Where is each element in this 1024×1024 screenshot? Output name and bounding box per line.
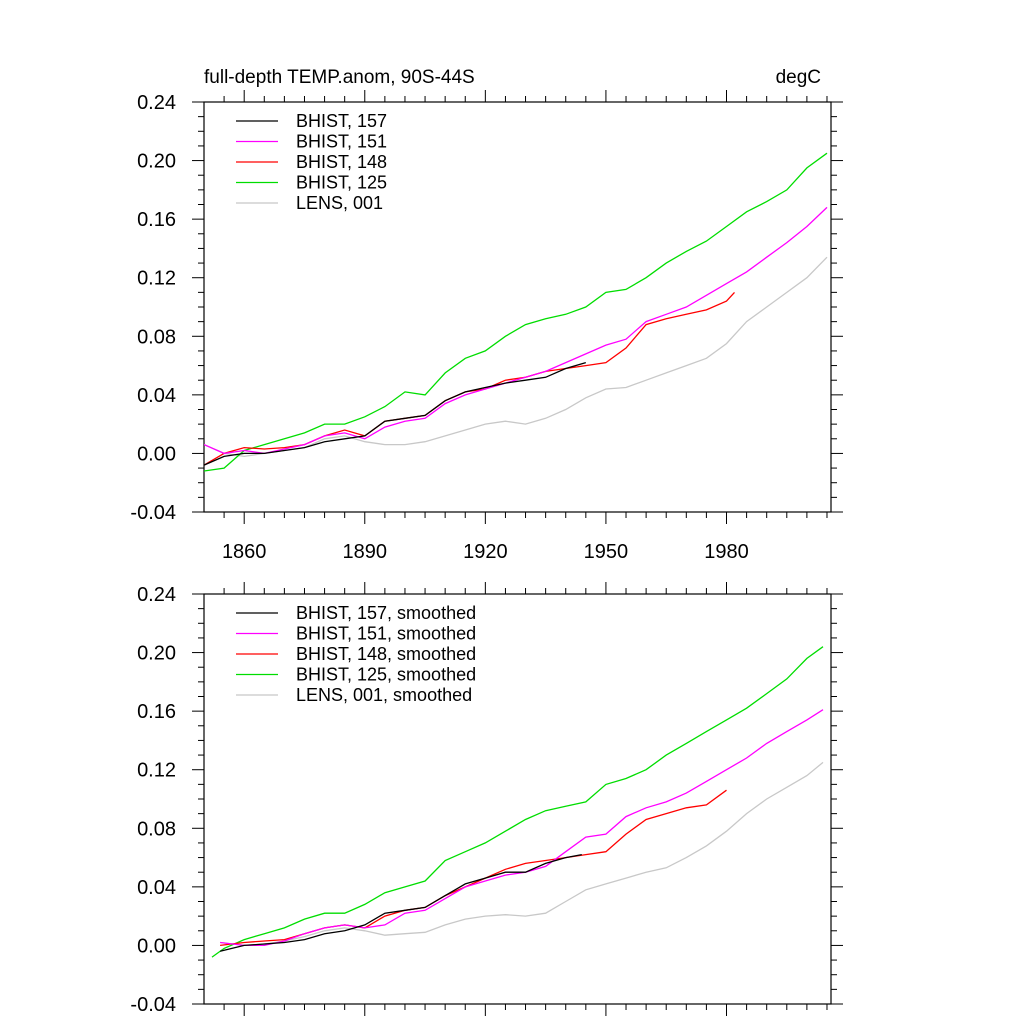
- y-tick-label: 0.16: [137, 701, 176, 723]
- series-line: [211, 646, 824, 958]
- series-line: [204, 361, 586, 466]
- y-tick-label: 0.08: [137, 818, 176, 840]
- series-line: [204, 256, 828, 458]
- series-line: [204, 206, 828, 455]
- series-line: [220, 709, 824, 947]
- legend-label: BHIST, 125: [296, 173, 387, 193]
- legend-label: BHIST, 148, smoothed: [296, 644, 476, 664]
- y-tick-label: 0.20: [137, 643, 176, 665]
- y-tick-label: 0.04: [137, 385, 176, 407]
- y-tick-label: 0.08: [137, 326, 176, 348]
- legend-label: BHIST, 151, smoothed: [296, 624, 476, 644]
- chart-panel-1: -0.04 0.00 0.04 0.08 0.12 0.16 0.20 0.24 1860 189…: [130, 90, 843, 563]
- series-line: [204, 152, 828, 472]
- legend-label: BHIST, 157: [296, 111, 387, 131]
- y-tick-label: 0.24: [137, 584, 176, 606]
- x-tick-label: 1980: [704, 541, 749, 563]
- y-tick-label: 0.12: [137, 268, 176, 290]
- y-tick-label: 0.20: [137, 151, 176, 173]
- series-line: [219, 853, 582, 952]
- y-tick-label: 0.12: [137, 760, 176, 782]
- legend-label: LENS, 001: [296, 193, 383, 213]
- x-tick-label: 1890: [343, 541, 388, 563]
- y-tick-label: -0.04: [130, 994, 176, 1016]
- chart-panel-2: -0.04 0.00 0.04 0.08 0.12 0.16 0.20 0.24 BHIST, …: [130, 582, 843, 1016]
- y-tick-label: 0.16: [137, 209, 176, 231]
- units-label: degC: [776, 67, 821, 88]
- y-tick-label: 0.00: [137, 935, 176, 957]
- y-tick-label: 0.04: [137, 877, 176, 899]
- legend-label: BHIST, 148: [296, 152, 387, 172]
- series-line: [204, 291, 735, 466]
- legend-label: BHIST, 151: [296, 132, 387, 152]
- legend-label: LENS, 001, smoothed: [296, 685, 472, 705]
- plot-title: full-depth TEMP.anom, 90S-44S: [204, 67, 475, 88]
- x-tick-label: 1860: [222, 541, 267, 563]
- legend-label: BHIST, 125, smoothed: [296, 665, 476, 685]
- series-line: [220, 761, 824, 947]
- y-tick-label: 0.00: [137, 443, 176, 465]
- y-tick-label: 0.24: [137, 92, 176, 114]
- y-tick-label: -0.04: [130, 502, 176, 524]
- x-tick-label: 1920: [463, 541, 508, 563]
- x-tick-label: 1950: [584, 541, 629, 563]
- legend-label: BHIST, 157, smoothed: [296, 603, 476, 623]
